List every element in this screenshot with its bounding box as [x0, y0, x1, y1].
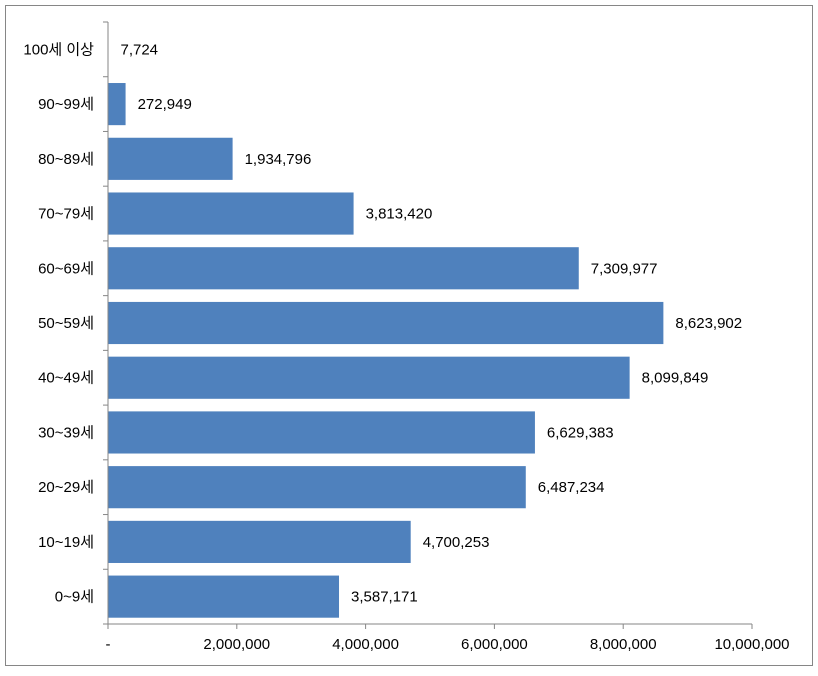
category-label-4: 60~69세	[38, 260, 94, 277]
category-label-8: 20~29세	[38, 479, 94, 496]
bar-3	[108, 192, 354, 234]
data-label-9: 4,700,253	[423, 534, 490, 551]
data-label-10: 3,587,171	[351, 589, 418, 606]
bar-4	[108, 247, 579, 289]
bar-5	[108, 302, 663, 344]
bar-10	[108, 576, 339, 618]
x-tick-label-0: -	[106, 636, 111, 653]
x-tick-label-5: 10,000,000	[714, 636, 789, 653]
x-tick-label-2: 4,000,000	[332, 636, 399, 653]
bar-2	[108, 138, 233, 180]
bar-7	[108, 411, 535, 453]
data-label-6: 8,099,849	[642, 370, 709, 387]
category-label-3: 70~79세	[38, 206, 94, 223]
data-label-1: 272,949	[138, 96, 192, 113]
category-label-2: 80~89세	[38, 151, 94, 168]
data-label-2: 1,934,796	[245, 151, 312, 168]
bar-1	[108, 83, 126, 125]
category-label-10: 0~9세	[55, 589, 94, 606]
data-label-4: 7,309,977	[591, 260, 658, 277]
x-tick-label-3: 6,000,000	[461, 636, 528, 653]
category-label-6: 40~49세	[38, 370, 94, 387]
category-label-0: 100세 이상	[23, 41, 94, 58]
data-label-7: 6,629,383	[547, 424, 614, 441]
category-label-5: 50~59세	[38, 315, 94, 332]
x-tick-label-4: 8,000,000	[590, 636, 657, 653]
data-label-3: 3,813,420	[366, 206, 433, 223]
data-label-5: 8,623,902	[675, 315, 742, 332]
bar-9	[108, 521, 411, 563]
category-label-1: 90~99세	[38, 96, 94, 113]
data-label-0: 7,724	[120, 41, 158, 58]
bar-6	[108, 357, 630, 399]
category-label-9: 10~19세	[38, 534, 94, 551]
category-label-7: 30~39세	[38, 424, 94, 441]
bar-8	[108, 466, 526, 508]
x-tick-label-1: 2,000,000	[203, 636, 270, 653]
data-label-8: 6,487,234	[538, 479, 605, 496]
